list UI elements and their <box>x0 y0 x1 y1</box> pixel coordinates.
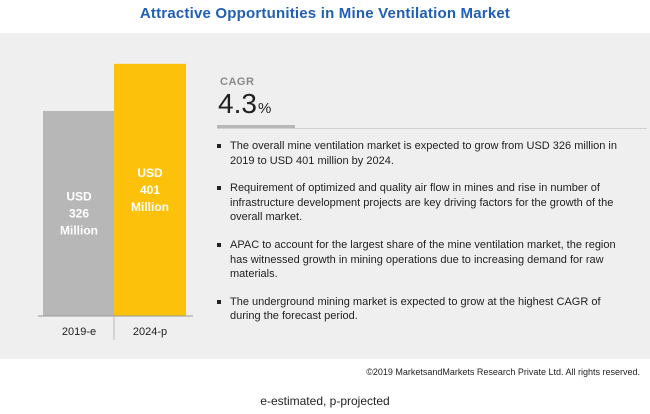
data-label: 326 <box>69 206 89 220</box>
cagr-number: 4.3 <box>218 88 257 119</box>
data-label: Million <box>131 200 169 214</box>
divider-line <box>217 128 647 129</box>
tick-label: 2024-p <box>133 326 167 338</box>
tick-label: 2019-e <box>62 326 96 338</box>
highlight-item: The underground mining market is expecte… <box>213 295 633 324</box>
cagr-underline <box>217 125 295 129</box>
bar-chart: USD 326 Million 2019-e USD 401 Million 2024-p <box>38 63 193 340</box>
data-label: 401 <box>140 183 160 197</box>
cagr-value: 4.3% <box>218 88 271 120</box>
data-label: USD <box>137 166 163 180</box>
cagr-unit: % <box>257 100 272 117</box>
copyright-text: ©2019 MarketsandMarkets Research Private… <box>366 367 640 377</box>
chart-title: Attractive Opportunities in Mine Ventila… <box>139 5 511 22</box>
highlight-item: APAC to account for the largest share of… <box>213 238 633 282</box>
highlight-item: The overall mine ventilation market is e… <box>213 139 633 168</box>
bar-2024-p <box>114 63 186 317</box>
data-label: USD <box>66 189 92 203</box>
cagr-label: CAGR <box>220 76 255 88</box>
highlight-item: Requirement of optimized and quality air… <box>213 181 633 225</box>
data-label: Million <box>60 223 98 237</box>
footnote: e-estimated, p-projected <box>260 394 390 408</box>
highlights-list: The overall mine ventilation market is e… <box>213 139 633 337</box>
bar-2019-e <box>43 110 115 316</box>
